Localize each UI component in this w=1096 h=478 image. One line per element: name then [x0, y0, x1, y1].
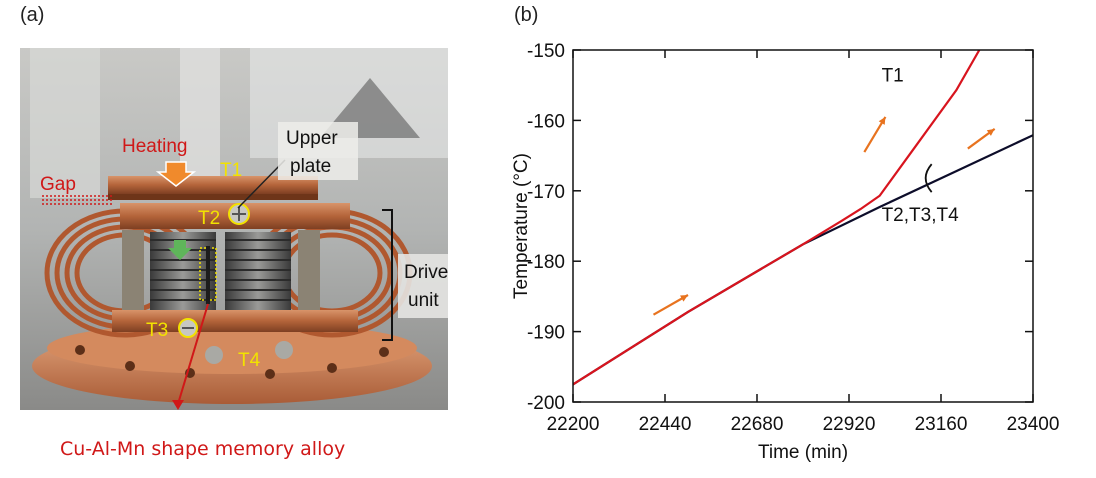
- series-line-t1: [573, 50, 981, 386]
- temperature-chart: 22200 22440 22680 22920 23160 23400 -150 -160 -1…: [511, 41, 1059, 463]
- direction-arrow-head: [986, 128, 995, 136]
- plot-frame: [572, 49, 1034, 403]
- upper-plate-label-line2: plate: [290, 156, 331, 177]
- t3-label: T3: [146, 320, 168, 341]
- sma-wire: [206, 246, 210, 304]
- heating-label: Heating: [122, 136, 188, 157]
- x-tick-label: 22680: [731, 414, 784, 435]
- chart-arrows: [652, 116, 996, 316]
- x-tick-label: 22200: [547, 414, 600, 435]
- chart-annotations: T1 T2,T3,T4: [882, 66, 960, 226]
- sma-pointer-head: [172, 400, 184, 410]
- t2-label: T2: [198, 208, 220, 229]
- t4-label: T4: [238, 350, 261, 371]
- apparatus-photo: Heating Gap Upper plate T1 T2 T3 T4 Driv…: [20, 48, 448, 410]
- upper-plate-edge: [108, 194, 318, 200]
- y-tick-label: -160: [527, 111, 565, 132]
- panel-a-label: (a): [20, 4, 45, 26]
- drive-unit-label-bg: [398, 254, 448, 318]
- upper-plate-leader: [237, 159, 286, 209]
- drive-unit-bracket: [382, 209, 393, 341]
- support-post-left: [122, 230, 144, 310]
- sma-pointer-line: [177, 303, 209, 405]
- y-tick-label: -170: [527, 182, 565, 203]
- t3-screw: [178, 318, 198, 338]
- x-axis-label: Time (min): [758, 442, 848, 463]
- t1-label: T1: [220, 160, 242, 181]
- gap-label: Gap: [40, 174, 76, 195]
- upper-plate-label-bg: [278, 122, 358, 180]
- x-tick-label: 22920: [823, 414, 876, 435]
- series-annotation: T2,T3,T4: [882, 205, 960, 226]
- direction-arrow-head: [680, 294, 688, 302]
- t2-screw: [228, 203, 250, 225]
- springs: [150, 232, 291, 310]
- y-tick-label: -150: [527, 41, 565, 62]
- drive-unit-label-line2: unit: [408, 290, 439, 311]
- heating-arrow: [155, 161, 197, 187]
- upper-plate-label-line1: Upper: [286, 128, 338, 149]
- drive-unit-label-line1: Drive: [404, 262, 448, 283]
- t4-screw: [205, 341, 293, 364]
- support-post-right: [298, 230, 320, 310]
- series-annotation: T1: [882, 66, 904, 87]
- sma-caption: Cu-Al-Mn shape memory alloy: [60, 438, 346, 460]
- y-axis-label: Temperature (°C): [511, 153, 532, 299]
- y-tick-label: -190: [527, 323, 565, 344]
- x-tick-label: 23160: [915, 414, 968, 435]
- green-arrow: [168, 240, 192, 260]
- series-bracket: [924, 163, 933, 193]
- background-frame-left: [30, 48, 100, 198]
- y-tick-label: -180: [527, 252, 565, 273]
- lower-plate: [112, 310, 358, 332]
- x-tick-label: 23400: [1007, 414, 1060, 435]
- series-line-t2-t3-t4: [573, 134, 1033, 386]
- chart-ticks: 22200 22440 22680 22920 23160 23400 -150 -160 -1…: [527, 41, 1059, 435]
- y-tick-label: -200: [527, 393, 565, 414]
- x-tick-label: 22440: [639, 414, 692, 435]
- chart-series: [573, 50, 1033, 386]
- direction-arrow-head: [878, 116, 886, 125]
- panel-b-label: (b): [514, 4, 539, 26]
